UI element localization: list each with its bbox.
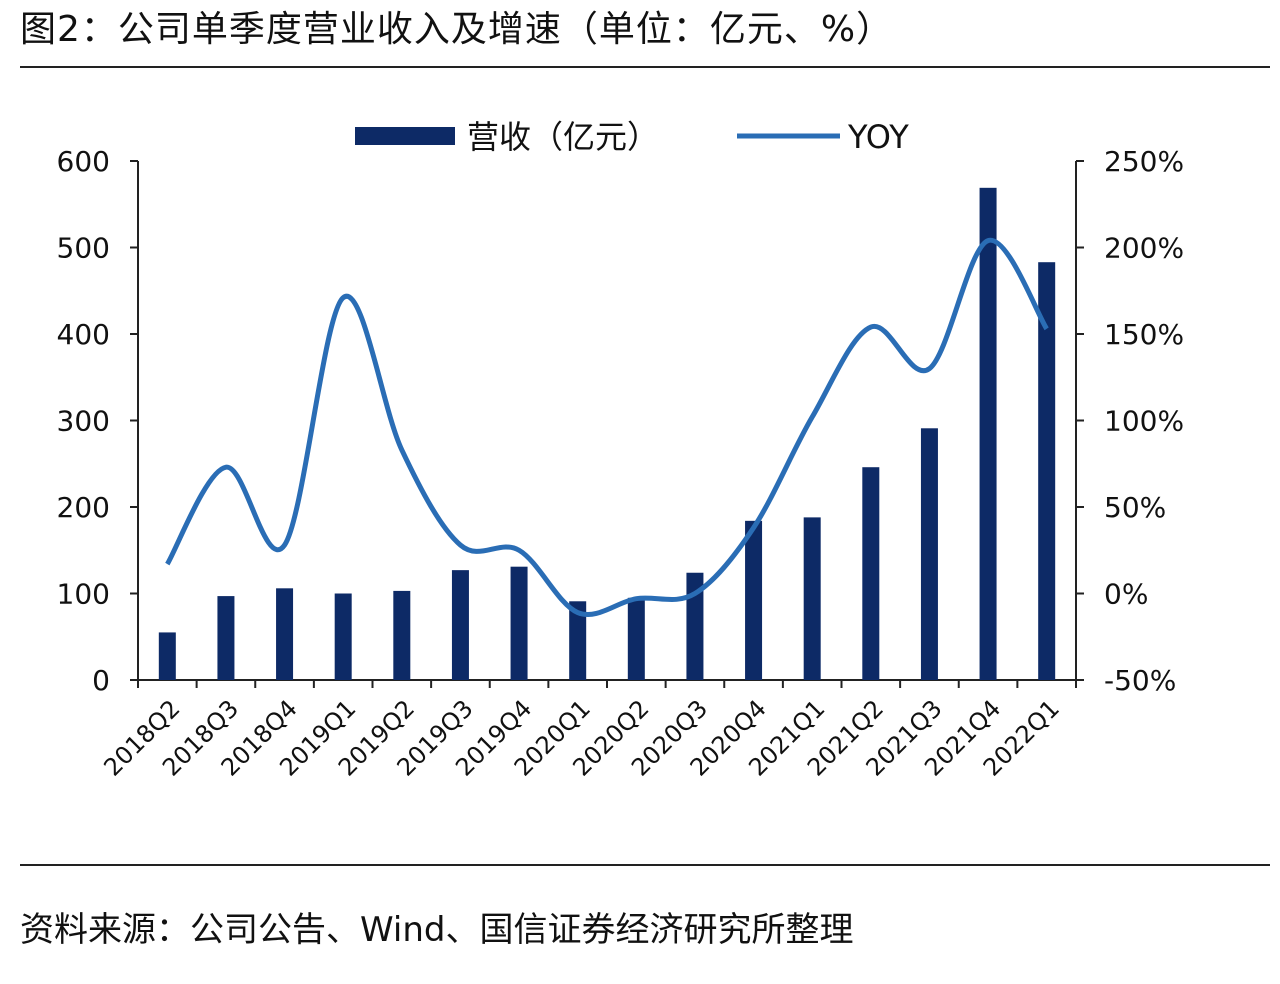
- bar-2021Q4: [979, 187, 997, 680]
- left-tick-label: 0: [92, 664, 110, 697]
- bar-2022Q1: [1038, 262, 1056, 680]
- left-tick-label: 200: [57, 491, 110, 524]
- bar-2020Q3: [686, 572, 704, 680]
- left-tick-label: 100: [57, 578, 110, 611]
- top-rule: [20, 66, 1270, 68]
- bar-2020Q1: [569, 601, 587, 680]
- legend-label-yoy: YOY: [847, 118, 909, 156]
- bar-2018Q3: [217, 596, 235, 680]
- bar-2018Q4: [276, 588, 294, 680]
- bar-2019Q3: [451, 570, 469, 680]
- bar-2018Q2: [158, 632, 176, 680]
- source-note: 资料来源：公司公告、Wind、国信证券经济研究所整理: [20, 910, 854, 950]
- right-tick-label: 200%: [1104, 232, 1184, 265]
- bar-2021Q1: [803, 517, 821, 680]
- legend-label-revenue: 营收（亿元）: [467, 118, 659, 156]
- bar-2019Q1: [334, 593, 352, 680]
- bar-2020Q4: [745, 520, 763, 680]
- right-tick-label: 50%: [1104, 491, 1166, 524]
- bar-2021Q2: [862, 467, 880, 680]
- left-tick-label: 500: [57, 232, 110, 265]
- right-tick-label: 100%: [1104, 405, 1184, 438]
- bar-2019Q4: [510, 566, 528, 680]
- bar-2021Q3: [920, 428, 938, 680]
- right-tick-label: -50%: [1104, 664, 1176, 697]
- bar-2019Q2: [393, 590, 411, 680]
- left-tick-label: 600: [57, 145, 110, 178]
- right-tick-label: 0%: [1104, 578, 1148, 611]
- right-tick-label: 150%: [1104, 318, 1184, 351]
- right-tick-label: 250%: [1104, 145, 1184, 178]
- legend-swatch-revenue: [355, 127, 455, 145]
- yoy-line: [165, 238, 1049, 617]
- left-tick-label: 300: [57, 405, 110, 438]
- figure-title: 图2：公司单季度营业收入及增速（单位：亿元、%）: [20, 9, 894, 50]
- bar-2020Q2: [627, 597, 645, 680]
- left-tick-label: 400: [57, 318, 110, 351]
- bottom-rule: [20, 864, 1270, 866]
